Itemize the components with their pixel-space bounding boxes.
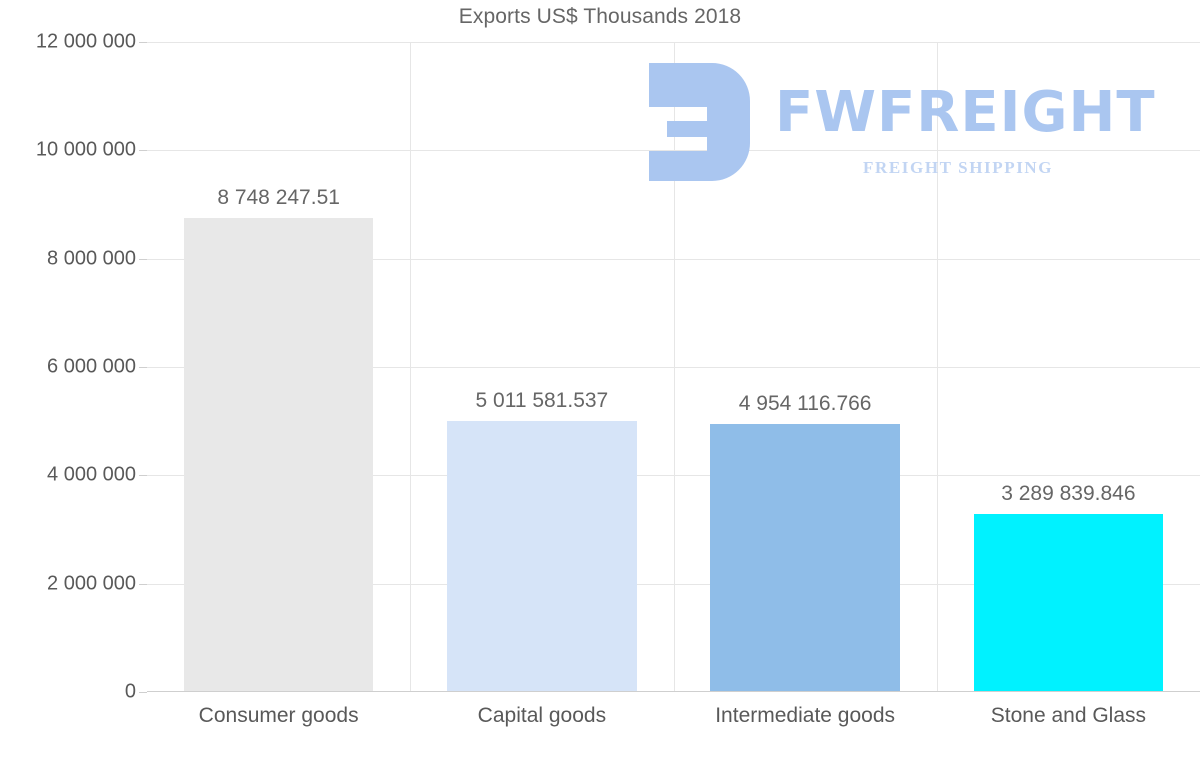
y-axis-tick-mark [139, 583, 147, 585]
y-axis-tick-mark [139, 692, 147, 693]
y-axis-tick-label: 6 000 000 [47, 355, 136, 378]
x-axis-category-label: Capital goods [477, 704, 607, 727]
gridline [147, 258, 1200, 260]
x-axis-category-label: Consumer goods [198, 704, 359, 727]
x-axis-line [147, 691, 1200, 692]
y-axis-tick-label: 12 000 000 [35, 30, 136, 53]
bar-value-label: 3 289 839.846 [1001, 481, 1136, 505]
gridline-vertical [674, 42, 675, 692]
gridline [147, 583, 1200, 585]
y-axis-tick-label: 8 000 000 [47, 247, 136, 270]
gridline [147, 475, 1200, 477]
x-axis-category-label: Stone and Glass [990, 704, 1147, 727]
x-axis-category-label: Intermediate goods [715, 704, 896, 727]
y-axis-tick-mark [139, 258, 147, 260]
gridline-vertical [410, 42, 411, 692]
y-axis-tick-mark [139, 42, 147, 43]
gridline [147, 367, 1200, 368]
bar-value-label: 8 748 247.51 [217, 186, 340, 210]
y-axis-tick-label: 2 000 000 [47, 572, 136, 595]
bar[interactable] [710, 423, 900, 692]
bar[interactable] [973, 513, 1164, 692]
y-axis-tick-label: 4 000 000 [47, 463, 136, 486]
y-axis-tick-label: 0 [124, 680, 136, 703]
bar-value-label: 5 011 581.537 [475, 388, 609, 412]
y-axis-tick-mark [139, 475, 147, 477]
y-axis-tick-mark [139, 367, 147, 368]
chart-title: Exports US$ Thousands 2018 [458, 5, 742, 28]
bar[interactable] [447, 420, 637, 692]
gridline-vertical [937, 42, 938, 692]
plot-area [147, 42, 1200, 692]
y-axis-tick-mark [139, 150, 147, 152]
bar[interactable] [183, 218, 374, 692]
y-axis-tick-label: 10 000 000 [35, 138, 136, 161]
bar-value-label: 4 954 116.766 [738, 391, 872, 415]
gridline [147, 42, 1200, 43]
